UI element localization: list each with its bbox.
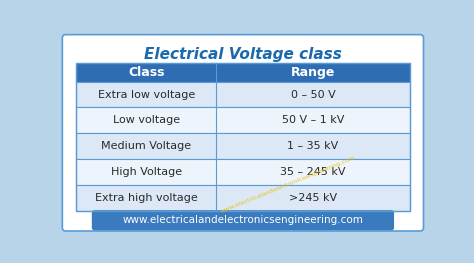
Text: Medium Voltage: Medium Voltage: [101, 141, 191, 151]
Text: 35 – 245 kV: 35 – 245 kV: [280, 167, 346, 177]
FancyBboxPatch shape: [76, 159, 410, 185]
Text: www.electricalandelectronicsengineering.com: www.electricalandelectronicsengineering.…: [122, 215, 364, 225]
FancyBboxPatch shape: [76, 185, 410, 211]
Text: Class: Class: [128, 66, 164, 79]
Text: Extra low voltage: Extra low voltage: [98, 89, 195, 100]
FancyBboxPatch shape: [92, 210, 394, 230]
Text: High Voltage: High Voltage: [111, 167, 182, 177]
Text: Extra high voltage: Extra high voltage: [95, 193, 198, 203]
Text: >245 kV: >245 kV: [289, 193, 337, 203]
Text: Range: Range: [291, 66, 335, 79]
FancyBboxPatch shape: [76, 63, 410, 82]
FancyBboxPatch shape: [63, 35, 423, 231]
FancyBboxPatch shape: [76, 133, 410, 159]
FancyBboxPatch shape: [76, 82, 410, 108]
Text: 1 – 35 kV: 1 – 35 kV: [287, 141, 338, 151]
FancyBboxPatch shape: [76, 108, 410, 133]
Text: Low voltage: Low voltage: [113, 115, 180, 125]
Text: www.electricalandelectronicsengineering.com: www.electricalandelectronicsengineering.…: [219, 154, 356, 214]
Text: 0 – 50 V: 0 – 50 V: [291, 89, 335, 100]
Text: Electrical Voltage class: Electrical Voltage class: [144, 47, 342, 62]
Text: 50 V – 1 kV: 50 V – 1 kV: [282, 115, 344, 125]
